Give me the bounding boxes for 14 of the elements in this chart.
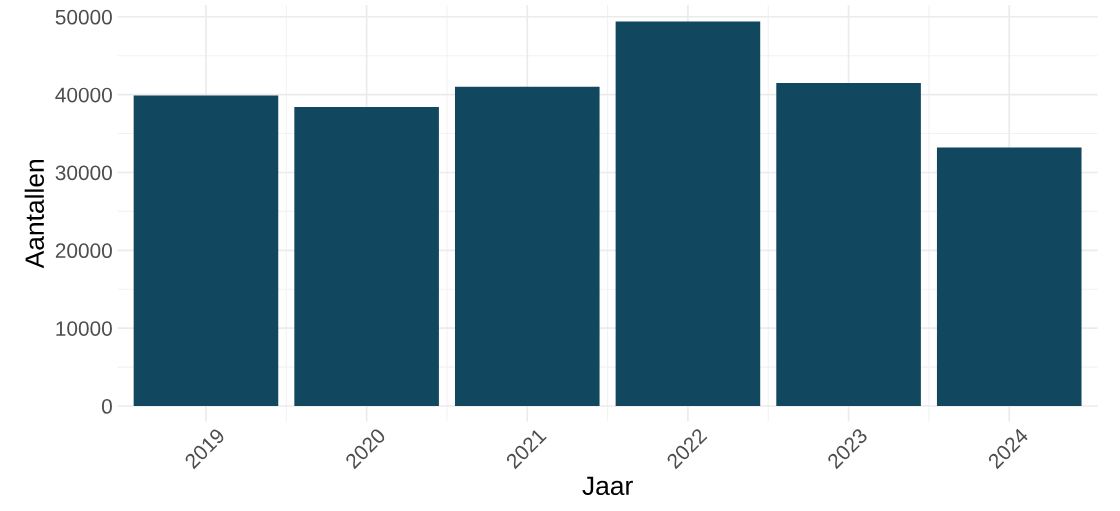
y-tick-label: 10000 (56, 321, 112, 336)
y-tick-label: 30000 (55, 165, 112, 181)
y-tick-label: 40000 (55, 87, 112, 103)
bar (454, 86, 600, 407)
y-tick-label: 50000 (55, 9, 112, 25)
bar (936, 147, 1082, 407)
y-tick-label: 0 (101, 399, 112, 414)
bar (294, 107, 439, 407)
y-tick-label: 20000 (55, 243, 112, 259)
bar (133, 95, 279, 407)
x-axis-title: Jaar (582, 476, 633, 496)
y-axis-title: Aantallen (24, 160, 45, 269)
bar (615, 21, 761, 407)
bar (776, 82, 921, 407)
